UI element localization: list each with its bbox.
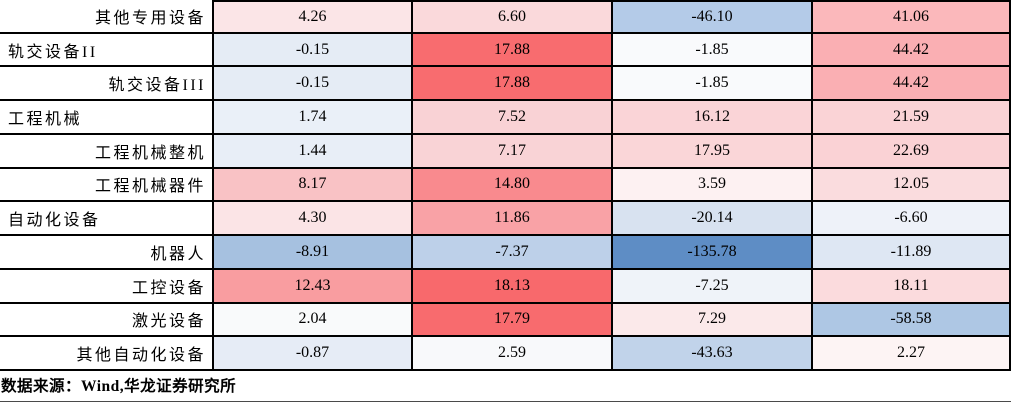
row-label: 工程机械器件 xyxy=(0,168,212,203)
value-cell: 17.95 xyxy=(611,134,811,169)
row-label: 机器人 xyxy=(0,236,212,270)
value-cell: 41.06 xyxy=(811,0,1011,34)
value-cell: -0.15 xyxy=(212,33,411,68)
value-cell: 1.44 xyxy=(212,134,411,169)
value-cell: 7.17 xyxy=(411,134,611,169)
value-cell: -0.87 xyxy=(212,337,411,371)
value-cell: -7.25 xyxy=(611,269,811,304)
value-cell: 7.52 xyxy=(411,101,611,135)
value-cell: -11.89 xyxy=(811,236,1011,270)
value-cell: 44.42 xyxy=(811,67,1011,102)
row-label: 轨交设备III xyxy=(0,67,212,102)
row-label: 其他自动化设备 xyxy=(0,337,212,371)
value-cell: 16.12 xyxy=(611,101,811,135)
source-note: 数据来源：Wind,华龙证券研究所 xyxy=(1,378,237,395)
value-cell: -8.91 xyxy=(212,236,411,270)
value-cell: -0.15 xyxy=(212,67,411,102)
row-label: 其他专用设备 xyxy=(0,0,212,34)
heatmap-table: 其他专用设备 4.26 6.60 -46.10 41.06 轨交设备II -0.15 17.8… xyxy=(0,0,1011,371)
value-cell: -58.58 xyxy=(811,303,1011,338)
value-cell: 3.59 xyxy=(611,168,811,203)
value-cell: -46.10 xyxy=(611,0,811,34)
row-label: 自动化设备 xyxy=(0,202,212,237)
row-label: 轨交设备II xyxy=(0,33,212,68)
value-cell: 18.11 xyxy=(811,269,1011,304)
value-cell: 2.59 xyxy=(411,337,611,371)
value-cell: 44.42 xyxy=(811,33,1011,68)
value-cell: 11.86 xyxy=(411,202,611,237)
value-cell: -1.85 xyxy=(611,33,811,68)
value-cell: 4.30 xyxy=(212,202,411,237)
row-label: 激光设备 xyxy=(0,303,212,338)
bottom-rule xyxy=(0,401,1011,402)
value-cell: 7.29 xyxy=(611,303,811,338)
value-cell: 21.59 xyxy=(811,101,1011,135)
value-cell: -20.14 xyxy=(611,202,811,237)
value-cell: 12.05 xyxy=(811,168,1011,203)
value-cell: 8.17 xyxy=(212,168,411,203)
row-label: 工程机械整机 xyxy=(0,134,212,169)
row-label: 工控设备 xyxy=(0,269,212,304)
value-cell: -6.60 xyxy=(811,202,1011,237)
value-cell: 2.04 xyxy=(212,303,411,338)
value-cell: 1.74 xyxy=(212,101,411,135)
value-cell: -7.37 xyxy=(411,236,611,270)
value-cell: 17.88 xyxy=(411,67,611,102)
value-cell: 14.80 xyxy=(411,168,611,203)
value-cell: 12.43 xyxy=(212,269,411,304)
row-label: 工程机械 xyxy=(0,101,212,135)
value-cell: 22.69 xyxy=(811,134,1011,169)
value-cell: 17.79 xyxy=(411,303,611,338)
value-cell: 4.26 xyxy=(212,0,411,34)
value-cell: 2.27 xyxy=(811,337,1011,371)
value-cell: 18.13 xyxy=(411,269,611,304)
value-cell: 17.88 xyxy=(411,33,611,68)
value-cell: -1.85 xyxy=(611,67,811,102)
value-cell: -43.63 xyxy=(611,337,811,371)
value-cell: -135.78 xyxy=(611,236,811,270)
value-cell: 6.60 xyxy=(411,0,611,34)
